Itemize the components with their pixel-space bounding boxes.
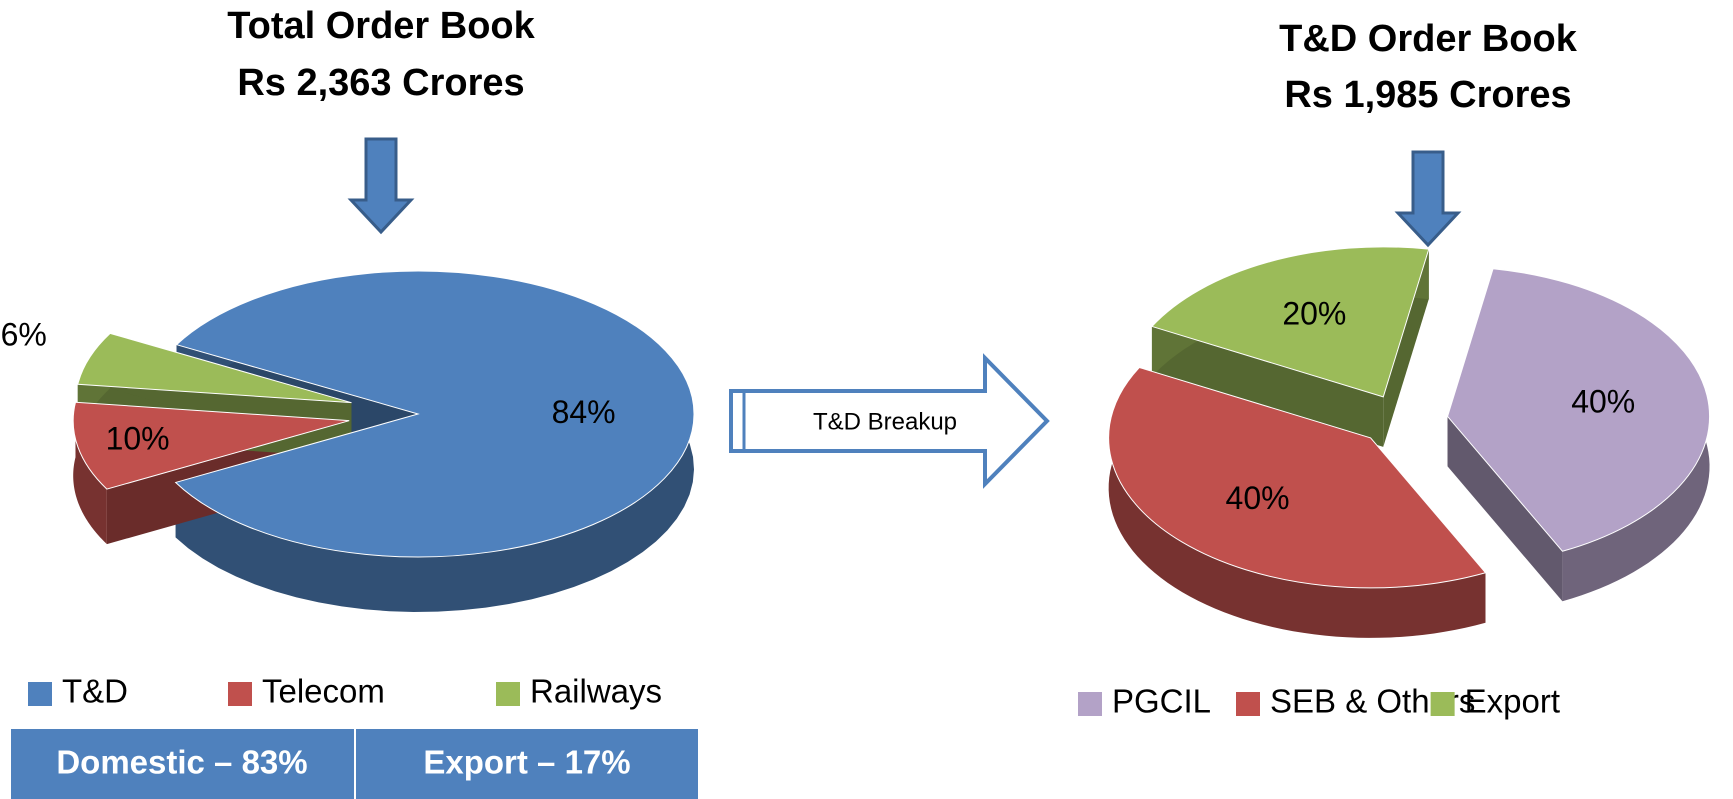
legend-label: Telecom	[262, 673, 385, 710]
slice	[1447, 268, 1711, 552]
pie	[1108, 246, 1711, 638]
value-label: 6%	[1, 316, 47, 352]
chart-subtitle: Rs 2,363 Crores	[237, 62, 524, 104]
split-box	[356, 729, 698, 799]
legend-swatch	[1430, 692, 1455, 716]
pie-tops	[72, 270, 695, 558]
down-arrow	[347, 137, 415, 235]
split-label: Export – 17%	[423, 744, 630, 781]
pie-tops	[1108, 246, 1711, 589]
slice	[174, 270, 695, 558]
slice	[77, 332, 352, 404]
chart-title: T&D Order Book	[1279, 18, 1578, 60]
slice	[1108, 366, 1487, 589]
split-box	[11, 729, 354, 799]
legend-swatch	[1078, 692, 1102, 716]
pie	[72, 270, 695, 612]
legend-label: Export	[1465, 683, 1560, 720]
chart-title: Total Order Book	[227, 5, 535, 47]
legend-swatch	[1236, 692, 1260, 716]
legend-label: Railways	[530, 673, 662, 710]
split-label: Domestic – 83%	[56, 744, 307, 781]
legend-label: PGCIL	[1112, 683, 1211, 720]
slice-wall	[1151, 326, 1384, 447]
value-label: 10%	[106, 421, 170, 457]
value-label: 40%	[1226, 480, 1290, 516]
legend-swatch	[228, 682, 252, 706]
value-label: 84%	[552, 394, 616, 430]
legend-swatch	[28, 682, 52, 706]
slice-side	[73, 402, 107, 545]
breakup-label: T&D Breakup	[813, 408, 957, 435]
slice-wall	[1383, 249, 1429, 447]
down-arrow	[1394, 150, 1462, 248]
chart-subtitle: Rs 1,985 Crores	[1284, 74, 1571, 116]
value-label: 40%	[1571, 383, 1635, 419]
legend-label: T&D	[62, 673, 128, 710]
slice-side	[1108, 367, 1486, 638]
legend-swatch	[496, 682, 520, 706]
value-label: 20%	[1282, 295, 1346, 331]
slice	[72, 401, 350, 490]
breakup-arrow	[729, 353, 1050, 489]
slice-wall	[1447, 416, 1563, 602]
slice	[1151, 246, 1430, 398]
